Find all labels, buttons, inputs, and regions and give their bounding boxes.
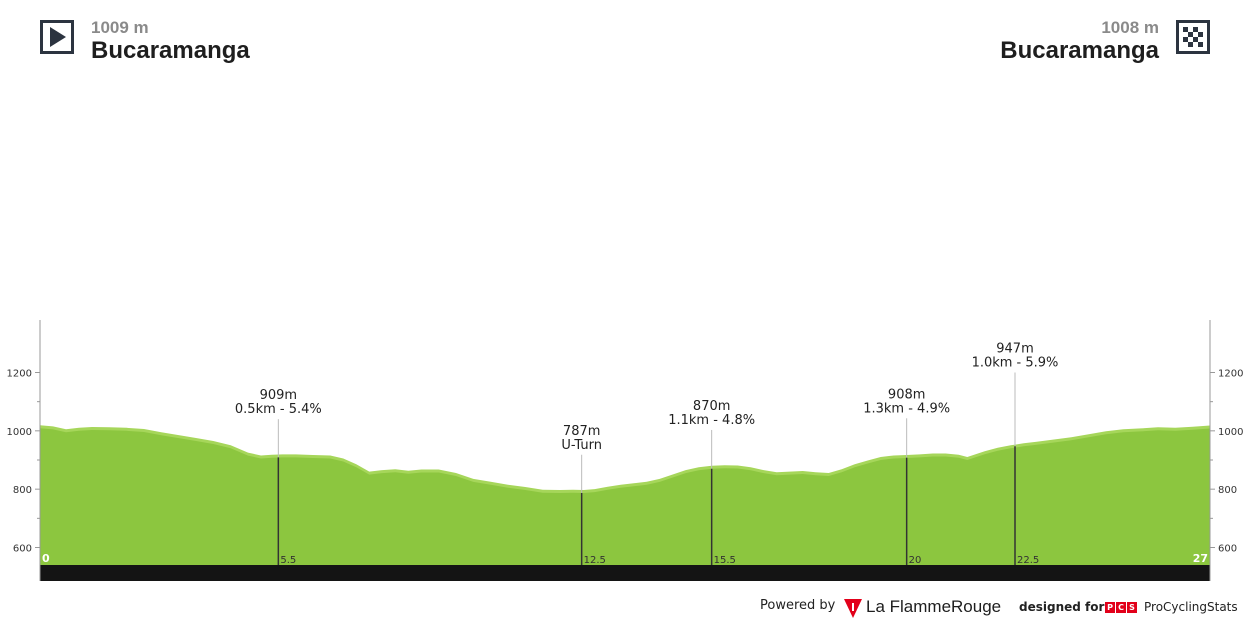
finish-name: Bucaramanga	[1000, 37, 1159, 64]
powered-by-label: Powered by	[760, 598, 836, 613]
y-tick-label-right: 1200	[1218, 369, 1243, 380]
marker-detail: 1.1km - 4.8%	[668, 413, 755, 428]
y-tick-label-right: 600	[1218, 544, 1237, 555]
distance-bar	[40, 565, 1210, 581]
finish-altitude: 1008 m	[1101, 18, 1159, 37]
x-tick-label: 12.5	[584, 555, 606, 566]
flamme-rouge-logo-icon	[844, 599, 862, 618]
profile-area	[40, 428, 1210, 565]
start-name: Bucaramanga	[91, 37, 250, 64]
x-tick-label: 0	[42, 552, 50, 565]
x-tick-label: 27	[1193, 552, 1208, 565]
pcs-logo-icon: P C S	[1105, 602, 1137, 613]
y-tick-label-left: 1000	[7, 427, 32, 438]
x-labels: 0 5.5 12.5 15.5 20 22.5 27	[42, 552, 1208, 566]
y-tick-label-right: 800	[1218, 485, 1237, 496]
x-tick-label: 15.5	[714, 555, 736, 566]
marker-altitude: 908m	[888, 387, 925, 402]
marker-detail: 1.0km - 5.9%	[972, 356, 1059, 371]
pcs-letter: C	[1116, 602, 1126, 613]
marker-detail: U-Turn	[561, 438, 602, 453]
designed-for-label: designed for	[1019, 600, 1105, 614]
y-tick-label-left: 800	[13, 485, 32, 496]
checkered-flag-icon	[1176, 20, 1210, 54]
start-altitude: 1009 m	[91, 18, 149, 37]
marker-altitude: 787m	[563, 424, 600, 439]
marker-altitude: 947m	[996, 342, 1033, 357]
x-tick-label: 20	[909, 555, 922, 566]
pcs-letter: S	[1127, 602, 1137, 613]
y-tick-label-right: 1000	[1218, 427, 1243, 438]
marker-detail: 0.5km - 5.4%	[235, 402, 322, 417]
pcs-letter: P	[1105, 602, 1115, 613]
y-tick-label-left: 600	[13, 544, 32, 555]
y-tick-label-left: 1200	[7, 369, 32, 380]
y-ticks: 600 600 800 800 1000 1000 1200 1200	[7, 369, 1244, 555]
x-tick-label: 22.5	[1017, 555, 1039, 566]
marker-altitude: 909m	[260, 388, 297, 403]
procyclingstats-link[interactable]: ProCyclingStats	[1144, 600, 1238, 614]
flamme-rouge-link[interactable]: La FlammeRouge	[866, 597, 1002, 616]
marker-detail: 1.3km - 4.9%	[863, 401, 950, 416]
marker-altitude: 870m	[693, 399, 730, 414]
x-tick-label: 5.5	[280, 555, 296, 566]
play-icon	[40, 20, 74, 54]
